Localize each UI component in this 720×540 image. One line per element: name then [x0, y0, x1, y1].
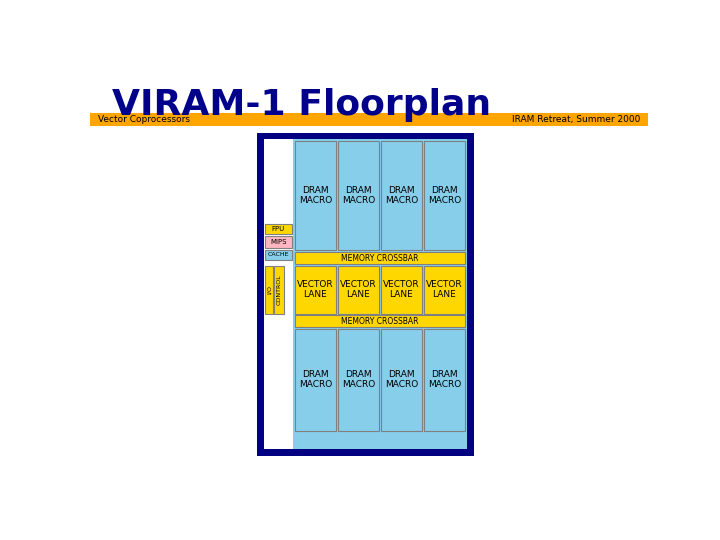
Bar: [294, 266, 336, 314]
Bar: [338, 141, 379, 251]
Text: CACHE: CACHE: [268, 253, 289, 258]
Bar: [294, 329, 336, 430]
Text: DRAM
MACRO: DRAM MACRO: [428, 186, 461, 205]
Text: DRAM
MACRO: DRAM MACRO: [342, 370, 375, 389]
Bar: [294, 252, 465, 264]
Text: DRAM
MACRO: DRAM MACRO: [384, 370, 418, 389]
Bar: [294, 141, 336, 251]
Text: CONTROL: CONTROL: [276, 274, 282, 305]
Bar: [381, 329, 422, 430]
Text: MEMORY CROSSBAR: MEMORY CROSSBAR: [341, 316, 418, 326]
Bar: [264, 139, 293, 449]
Bar: [423, 141, 465, 251]
Text: DRAM
MACRO: DRAM MACRO: [299, 370, 332, 389]
Bar: [265, 249, 292, 260]
Bar: [381, 266, 422, 314]
Bar: [265, 236, 292, 248]
Text: MEMORY CROSSBAR: MEMORY CROSSBAR: [341, 254, 418, 262]
Text: MIPS: MIPS: [270, 239, 287, 245]
Bar: [423, 266, 465, 314]
Bar: [423, 329, 465, 430]
Text: DRAM
MACRO: DRAM MACRO: [428, 370, 461, 389]
Text: VIRAM-1 Floorplan: VIRAM-1 Floorplan: [112, 88, 491, 122]
Bar: [265, 224, 292, 234]
Text: VECTOR
LANE: VECTOR LANE: [340, 280, 377, 299]
Text: DRAM
MACRO: DRAM MACRO: [342, 186, 375, 205]
Bar: [381, 141, 422, 251]
Text: VECTOR
LANE: VECTOR LANE: [426, 280, 463, 299]
Text: Vector Coprocessors: Vector Coprocessors: [98, 115, 190, 124]
Text: DRAM
MACRO: DRAM MACRO: [299, 186, 332, 205]
Bar: [294, 315, 465, 327]
Bar: [338, 329, 379, 430]
Bar: [256, 132, 474, 456]
Bar: [265, 266, 273, 314]
Bar: [274, 266, 284, 314]
Text: DRAM
MACRO: DRAM MACRO: [384, 186, 418, 205]
Bar: [338, 266, 379, 314]
Bar: [90, 112, 648, 126]
Text: VECTOR
LANE: VECTOR LANE: [383, 280, 420, 299]
Text: FPU: FPU: [271, 226, 285, 232]
Text: VECTOR
LANE: VECTOR LANE: [297, 280, 333, 299]
Bar: [293, 139, 467, 449]
Text: I/O: I/O: [266, 285, 271, 294]
Text: IRAM Retreat, Summer 2000: IRAM Retreat, Summer 2000: [512, 115, 640, 124]
